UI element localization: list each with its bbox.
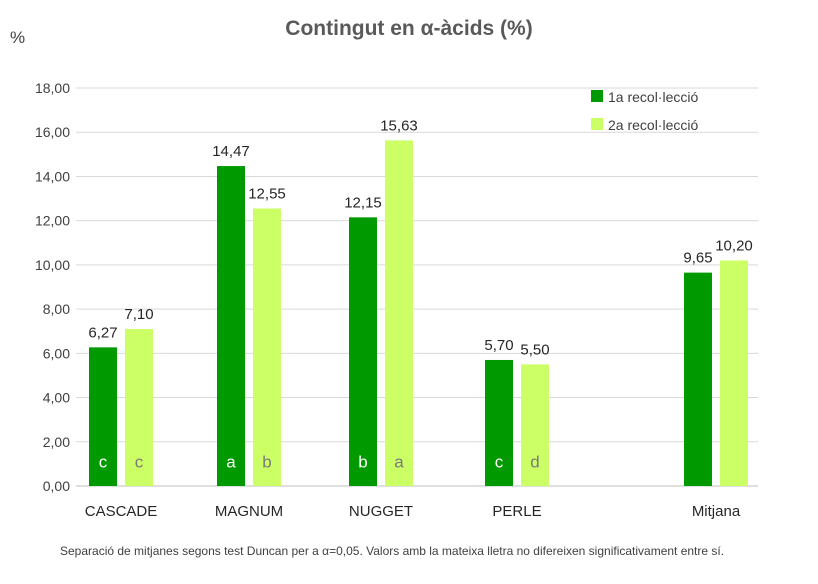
data-label: 14,47 (212, 143, 250, 160)
chart-title: Contingut en α-àcids (%) (285, 17, 532, 40)
significance-letter: c (135, 453, 144, 472)
significance-letter: b (358, 453, 367, 472)
gridlines (76, 87, 758, 487)
bar (385, 140, 413, 487)
bar (485, 359, 513, 486)
data-label: 5,70 (484, 337, 513, 354)
data-label: 5,50 (520, 341, 549, 358)
significance-letter: a (226, 453, 236, 472)
chart: Contingut en α-àcids (%) % 0,00 2,00 4,00 6… (10, 17, 758, 520)
bar (720, 260, 748, 486)
data-label: 6,27 (88, 324, 117, 341)
x-category-label: PERLE (492, 503, 541, 520)
bar (89, 347, 117, 486)
bar (217, 166, 245, 486)
significance-letter: d (530, 453, 539, 472)
y-tick-label: 12,00 (35, 213, 70, 229)
bar (253, 208, 281, 486)
data-label: 9,65 (683, 250, 712, 267)
significance-letter: c (495, 453, 504, 472)
significance-letter: a (394, 453, 404, 472)
significance-letter: c (99, 453, 108, 472)
data-label: 15,63 (380, 117, 418, 134)
y-tick-label: 10,00 (35, 257, 70, 273)
data-label: 12,55 (248, 186, 286, 203)
x-category-label: MAGNUM (215, 503, 283, 520)
y-tick-label: 0,00 (43, 478, 70, 494)
significance-letter: b (262, 453, 271, 472)
bar (349, 217, 377, 486)
bar (521, 364, 549, 486)
bar (684, 272, 712, 486)
bar (125, 329, 153, 486)
y-tick-label: 2,00 (43, 434, 70, 450)
y-tick-label: 4,00 (43, 390, 70, 406)
y-tick-label: 6,00 (43, 345, 70, 361)
y-tick-label: 18,00 (35, 80, 70, 96)
y-axis-unit-label: % (10, 28, 25, 47)
legend-label: 1a recol·lecció (608, 89, 698, 105)
bars: 6,27 c 7,10 c 14,47 a 12,55 b 12,15 b 15,63 a 5,70 c 5… (88, 117, 753, 487)
data-label: 10,20 (715, 237, 753, 254)
data-label: 7,10 (124, 306, 153, 323)
y-tick-label: 8,00 (43, 301, 70, 317)
legend-label: 2a recol·lecció (608, 117, 698, 133)
data-label: 12,15 (344, 194, 382, 211)
y-axis-ticks: 0,00 2,00 4,00 6,00 8,00 10,00 12,00 14,00 16,00… (35, 80, 70, 494)
y-tick-label: 16,00 (35, 124, 70, 140)
x-category-label: Mitjana (692, 503, 741, 520)
y-tick-label: 14,00 (35, 168, 70, 184)
legend-swatch (591, 118, 603, 130)
legend: 1a recol·lecció 2a recol·lecció (591, 89, 698, 133)
x-axis-categories: CASCADE MAGNUM NUGGET PERLE Mitjana (85, 503, 741, 520)
legend-swatch (591, 90, 603, 102)
x-category-label: NUGGET (349, 503, 413, 520)
x-category-label: CASCADE (85, 503, 158, 520)
footnote: Separació de mitjanes segons test Duncan… (60, 544, 725, 558)
